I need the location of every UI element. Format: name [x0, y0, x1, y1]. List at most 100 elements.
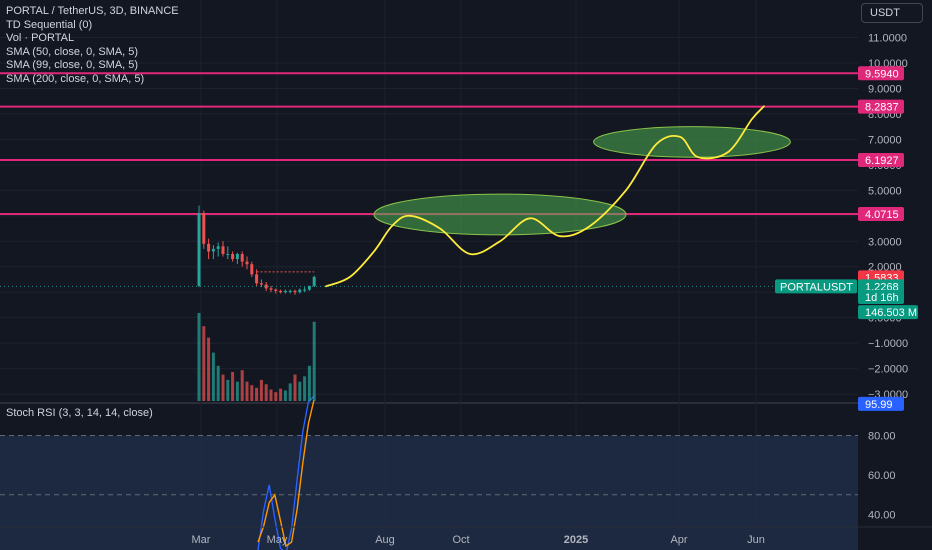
time-tick-label[interactable]: May — [267, 534, 288, 546]
price-tick-label: 3.0000 — [868, 236, 902, 248]
symbol-title[interactable]: PORTAL / TetherUS, 3D, BINANCE — [6, 5, 179, 17]
candle-body — [279, 290, 283, 293]
price-tick-label: 7.0000 — [868, 134, 902, 146]
target-zones[interactable] — [373, 126, 791, 236]
time-tick-label[interactable]: Oct — [452, 534, 469, 546]
rsi-tick-label: 80.00 — [868, 431, 896, 443]
symbol-tag[interactable]: PORTALUSDT — [780, 281, 853, 293]
price-axis[interactable]: 11.000010.00009.00008.00007.00006.00005.… — [775, 26, 932, 550]
level-tag-6.1927[interactable]: 6.1927 — [865, 155, 899, 167]
volume-bar — [235, 381, 239, 401]
candle-body — [303, 289, 307, 291]
candle-body — [288, 290, 292, 292]
candle-body — [202, 213, 206, 244]
legend-td-sequential[interactable]: TD Sequential (0) — [6, 18, 93, 31]
candle-body — [211, 248, 215, 252]
volume-bar — [283, 390, 287, 401]
candle-body — [221, 246, 225, 254]
candle-body — [231, 253, 235, 260]
volume-bar — [231, 371, 235, 401]
volume-bar — [216, 365, 220, 401]
grid — [0, 0, 932, 527]
level-tag-8.2837[interactable]: 8.2837 — [865, 102, 899, 114]
volume-bar — [226, 379, 230, 401]
time-tick-label[interactable]: Mar — [192, 534, 211, 546]
candles — [0, 205, 858, 295]
candle-body — [269, 288, 273, 290]
legend-volume[interactable]: Vol · PORTAL — [6, 32, 75, 44]
level-tag-9.5940[interactable]: 9.5940 — [865, 68, 899, 80]
projection-drawing[interactable] — [325, 105, 765, 288]
candle-body — [312, 276, 316, 286]
volume-bar — [202, 326, 206, 401]
candle-body — [264, 284, 268, 289]
legend-sma-200[interactable]: SMA (200, close, 0, SMA, 5) — [6, 72, 145, 85]
volume-bar — [298, 381, 302, 401]
price-tag-3-bg — [858, 305, 918, 320]
stoch-rsi-legend[interactable]: Stoch RSI (3, 3, 14, 14, close) — [6, 407, 153, 419]
price-tick-label: 5.0000 — [868, 185, 902, 197]
price-tick-label: 9.0000 — [868, 83, 902, 95]
projection-path[interactable] — [325, 105, 765, 288]
symbol-tag-bg — [775, 279, 857, 294]
price-tag-1-bg — [858, 279, 904, 294]
legend-sma-99[interactable]: SMA (99, close, 0, SMA, 5) — [6, 59, 139, 71]
level-tag-8.2837-bg — [858, 99, 904, 114]
time-tick-label[interactable]: Apr — [670, 534, 687, 546]
price-tag-2[interactable]: 1d 16h — [865, 292, 899, 304]
price-tick-label: −2.0000 — [868, 364, 908, 376]
candle-body — [207, 243, 211, 252]
candle-body — [240, 253, 244, 262]
volume-bar — [245, 381, 249, 401]
legend-sma-50[interactable]: SMA (50, close, 0, SMA, 5) — [6, 45, 139, 58]
level-tag-4.0715[interactable]: 4.0715 — [865, 209, 899, 221]
volume-bar — [240, 370, 244, 401]
rsi-tick-label: 40.00 — [868, 510, 896, 522]
stoch-rsi-pane — [0, 395, 858, 550]
candle-body — [216, 246, 220, 249]
volume-bar — [264, 384, 268, 401]
volume-bar — [255, 387, 259, 401]
price-tag-3[interactable]: 146.503 M — [865, 307, 917, 319]
price-tag-2-bg — [858, 290, 904, 305]
currency-button[interactable]: USDT — [861, 3, 923, 23]
volume-bar — [221, 374, 225, 401]
volume-bars — [197, 313, 316, 401]
candle-body — [274, 289, 278, 291]
level-tag-9.5940-bg — [858, 66, 904, 81]
volume-bar — [269, 389, 273, 401]
volume-bar — [250, 385, 254, 401]
volume-bar — [293, 374, 297, 401]
candle-body — [250, 264, 254, 275]
price-tick-label: −1.0000 — [868, 338, 908, 350]
rsi-tick-label: 60.00 — [868, 470, 896, 482]
candle-body — [235, 253, 239, 260]
time-axis[interactable]: Mar May Aug Oct 2025 Apr Jun — [0, 526, 932, 546]
candle-body — [293, 290, 297, 293]
stoch-rsi-k-line — [257, 395, 315, 550]
candle-body — [307, 285, 311, 290]
rsi-k-tag-bg — [858, 396, 904, 411]
volume-bar — [207, 337, 211, 401]
target-zone-1[interactable] — [373, 193, 627, 236]
level-tag-6.1927-bg — [858, 152, 904, 167]
price-tick-label: 11.0000 — [868, 33, 907, 45]
time-tick-label[interactable]: 2025 — [564, 534, 588, 546]
volume-bar — [307, 365, 311, 401]
volume-bar — [259, 379, 263, 401]
time-tick-label[interactable]: Aug — [375, 534, 395, 546]
volume-bar — [312, 321, 316, 401]
rsi-k-tag[interactable]: 95.99 — [865, 399, 893, 411]
candle-body — [197, 213, 201, 286]
candle-body — [226, 253, 230, 255]
time-tick-label[interactable]: Jun — [747, 534, 765, 546]
volume-bar — [211, 352, 215, 401]
level-tag-4.0715-bg — [858, 206, 904, 221]
candle-body — [245, 261, 249, 265]
candle-body — [298, 289, 302, 293]
candle-body — [283, 290, 287, 293]
volume-bar — [274, 392, 278, 401]
stoch-rsi-band — [0, 435, 858, 550]
candle-body — [255, 274, 259, 284]
